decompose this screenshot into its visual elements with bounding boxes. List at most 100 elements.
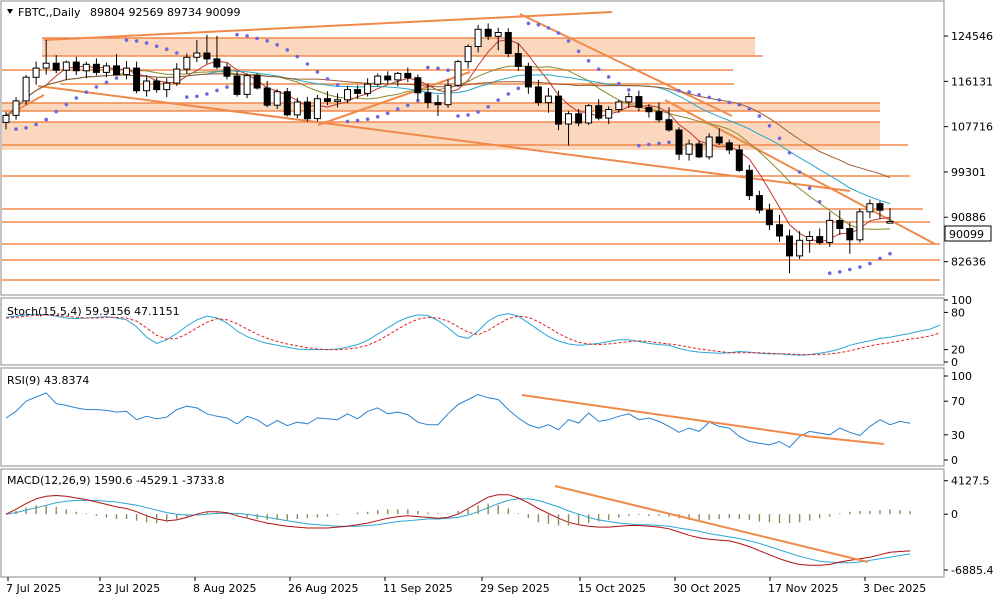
time-tick-label: 29 Sep 2025 xyxy=(480,582,550,595)
sar-dot xyxy=(255,36,259,41)
sar-dot xyxy=(375,115,380,119)
candle-bearish xyxy=(253,75,261,89)
rsi-lines xyxy=(5,392,911,449)
sar-dot xyxy=(687,90,691,94)
time-tick-label: 3 Dec 2025 xyxy=(863,582,926,595)
candle-bullish xyxy=(806,236,814,241)
sar-dot xyxy=(225,85,229,89)
candle-bearish xyxy=(776,224,783,237)
sar-dot xyxy=(637,143,641,148)
sar-dot xyxy=(868,261,872,266)
candle-bullish xyxy=(394,72,402,81)
sar-dot xyxy=(104,80,109,85)
sar-dot xyxy=(797,170,802,174)
sar-dot xyxy=(617,81,621,86)
candle-bullish xyxy=(464,46,472,63)
sar-dot xyxy=(516,86,521,91)
candle-bearish xyxy=(745,169,753,197)
sar-dot xyxy=(365,117,370,121)
candle-bearish xyxy=(715,136,723,144)
time-axis: 7 Jul 2025 23 Jul 2025 8 Aug 2025 26 Aug 20… xyxy=(6,577,926,595)
sar-dot xyxy=(235,32,239,37)
candle-bearish xyxy=(283,91,291,116)
indicator-tick-label: 80 xyxy=(951,306,965,319)
candle-bullish xyxy=(454,61,462,86)
candle-bearish xyxy=(203,52,211,60)
ohlc-values: 89804 92569 89734 90099 xyxy=(90,6,240,19)
sar-dot xyxy=(888,251,892,256)
macd-lines xyxy=(5,485,911,566)
sar-dot xyxy=(34,122,38,127)
candle-bearish xyxy=(665,119,673,131)
indicator-tick-label: 70 xyxy=(951,395,965,408)
candle-bearish xyxy=(223,66,231,77)
sar-dot xyxy=(54,109,58,114)
indicator-tick-label: 0 xyxy=(951,356,958,369)
zone-fill xyxy=(2,103,880,111)
sar-dot xyxy=(807,186,812,190)
candle-bullish xyxy=(444,84,452,106)
candle-bullish xyxy=(615,101,623,110)
rsi-axis: 100 70 30 0 xyxy=(944,370,972,467)
candle-bearish xyxy=(113,65,120,76)
sar-dot xyxy=(426,65,430,70)
sar-dot xyxy=(74,96,79,100)
time-tick-label: 7 Jul 2025 xyxy=(6,582,61,595)
sar-dot xyxy=(325,77,330,81)
rsi-line xyxy=(5,392,911,449)
rsi-pane[interactable] xyxy=(0,367,945,467)
sar-dot xyxy=(195,94,199,99)
sar-dot xyxy=(838,270,842,274)
candle-bullish xyxy=(273,91,281,106)
time-tick-label: 15 Oct 2025 xyxy=(578,582,646,595)
sar-dot xyxy=(315,70,320,74)
sar-dot xyxy=(44,117,48,122)
candle-bearish xyxy=(755,195,763,211)
sar-dot xyxy=(757,114,762,118)
sar-dot xyxy=(817,200,822,204)
candle-bearish xyxy=(816,236,824,244)
candle-bullish xyxy=(344,89,351,101)
candle-bearish xyxy=(414,77,422,94)
indicator-tick-label: 100 xyxy=(951,294,972,307)
candle-bullish xyxy=(82,63,90,72)
dropdown-triangle-icon[interactable] xyxy=(7,9,13,14)
candle-bullish xyxy=(605,109,613,119)
candle-bullish xyxy=(12,100,20,116)
candle-bearish xyxy=(725,142,733,151)
price-tick-label: 124546 xyxy=(951,30,993,43)
candlesticks xyxy=(2,23,894,274)
sar-dot xyxy=(717,98,721,102)
candle-bearish xyxy=(323,98,331,102)
time-tick-label: 11 Sep 2025 xyxy=(383,582,453,595)
stochastic-pane[interactable] xyxy=(0,297,945,366)
sar-dot xyxy=(134,39,139,43)
candle-bullish xyxy=(494,32,502,37)
sar-dot xyxy=(627,88,631,92)
macd-signal-line xyxy=(5,498,911,564)
candle-bullish xyxy=(313,98,321,120)
candle-bearish xyxy=(133,67,141,92)
macd-label: MACD(12,26,9) 1590.6 -4529.1 -3733.8 xyxy=(7,474,224,487)
macd-pane[interactable] xyxy=(0,468,945,578)
candle-bearish xyxy=(52,62,60,71)
candle-bullish xyxy=(866,203,874,213)
candle-bearish xyxy=(675,129,683,155)
sar-dot xyxy=(94,85,99,89)
time-tick-label: 17 Nov 2025 xyxy=(768,582,838,595)
rsi-label: RSI(9) 43.8374 xyxy=(7,374,89,387)
sar-dot xyxy=(305,62,310,66)
price-axis: 124546 116131 107716 99301 90886 82636 xyxy=(944,30,993,269)
sar-dot xyxy=(335,83,340,87)
sar-dot xyxy=(486,105,491,109)
candle-bearish xyxy=(655,111,663,121)
candle-bearish xyxy=(263,87,271,106)
sar-dot xyxy=(355,118,360,123)
sar-dot xyxy=(416,99,420,103)
stochastic-label: Stoch(15,5,4) 59.9156 47.1151 xyxy=(7,305,180,318)
sar-dot xyxy=(144,41,149,45)
time-tick-label: 23 Jul 2025 xyxy=(98,582,160,595)
candle-bullish xyxy=(173,68,181,84)
candle-bullish xyxy=(193,52,201,58)
